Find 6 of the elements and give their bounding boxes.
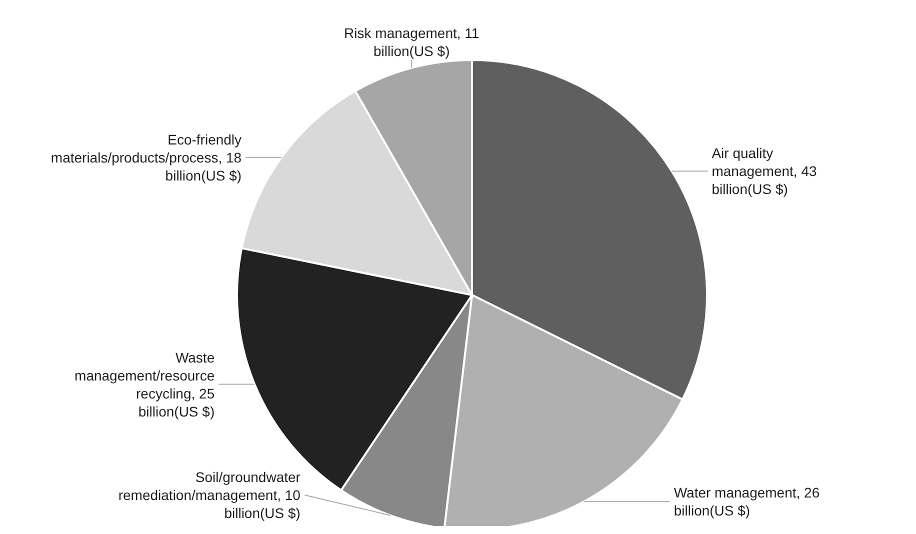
slice-label: Waste management/resource recycling, 25 billion(US $) <box>74 349 215 420</box>
slice-label: Water management, 26 billion(US $) <box>674 484 820 519</box>
slice-label: Air quality management, 43 billion(US $) <box>712 145 817 198</box>
slice-label: Eco-friendly materials/products/process, 18 billion(US $) <box>50 131 242 184</box>
slice-label: Soil/groundwater remediation/management, 10 billion(US $) <box>118 469 301 521</box>
slice-label: Risk management, 11 billion(US $) <box>344 24 480 59</box>
